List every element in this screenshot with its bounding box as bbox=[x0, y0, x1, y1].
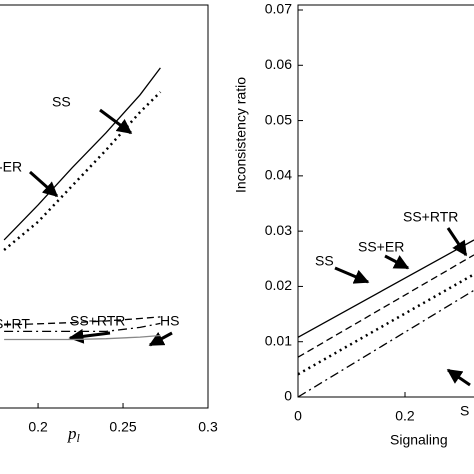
x-axis-label: Signaling bbox=[390, 432, 448, 448]
arrow bbox=[68, 328, 111, 344]
y-axis-label: Inconsistency ratio bbox=[233, 77, 249, 193]
annotation: -ER bbox=[0, 159, 22, 175]
annotation: SS+RTR bbox=[403, 209, 458, 225]
annotation: SS bbox=[315, 253, 334, 269]
annotation: S bbox=[460, 403, 469, 419]
series-line bbox=[4, 316, 161, 326]
x-axis-label-sub: l bbox=[77, 431, 81, 445]
y-tick-label: 0.01 bbox=[265, 332, 292, 348]
series-line bbox=[3, 91, 162, 251]
series-line bbox=[4, 334, 161, 341]
y-tick-label: 0.06 bbox=[265, 56, 292, 72]
x-tick-label: 0.25 bbox=[109, 419, 136, 435]
arrow bbox=[446, 227, 468, 257]
series-line bbox=[297, 254, 474, 358]
x-axis-label: pl bbox=[67, 424, 81, 445]
y-tick-label: 0.02 bbox=[265, 277, 292, 293]
y-tick-label: 0.07 bbox=[265, 1, 292, 17]
annotation: S+RT bbox=[0, 316, 30, 332]
y-tick-label: 0 bbox=[284, 388, 292, 404]
annotation: SS bbox=[52, 94, 71, 110]
y-tick-label: 0.03 bbox=[265, 222, 292, 238]
x-axis-label-main: p bbox=[67, 424, 77, 443]
left-plot-frame bbox=[0, 4, 209, 409]
arrow bbox=[148, 331, 173, 347]
arrow bbox=[334, 266, 370, 284]
x-tick-label: 0.2 bbox=[395, 408, 415, 424]
arrow bbox=[384, 254, 410, 270]
series-line bbox=[3, 67, 161, 241]
x-tick-label: 0.3 bbox=[198, 419, 218, 435]
annotation: SS+ER bbox=[358, 239, 404, 255]
x-tick-label: 0 bbox=[294, 408, 302, 424]
series-line bbox=[4, 322, 161, 333]
x-tick-label: 0.2 bbox=[28, 419, 48, 435]
series-line bbox=[297, 273, 474, 376]
annotation: SS+RTR bbox=[70, 313, 125, 329]
arrow bbox=[29, 170, 59, 198]
series-line bbox=[297, 239, 474, 338]
arrow bbox=[446, 368, 471, 387]
y-tick-label: 0.04 bbox=[265, 167, 292, 183]
series-line bbox=[297, 289, 474, 398]
y-tick-label: 0.05 bbox=[265, 111, 292, 127]
annotation: HS bbox=[160, 313, 179, 329]
right-plot-frame bbox=[297, 4, 474, 398]
